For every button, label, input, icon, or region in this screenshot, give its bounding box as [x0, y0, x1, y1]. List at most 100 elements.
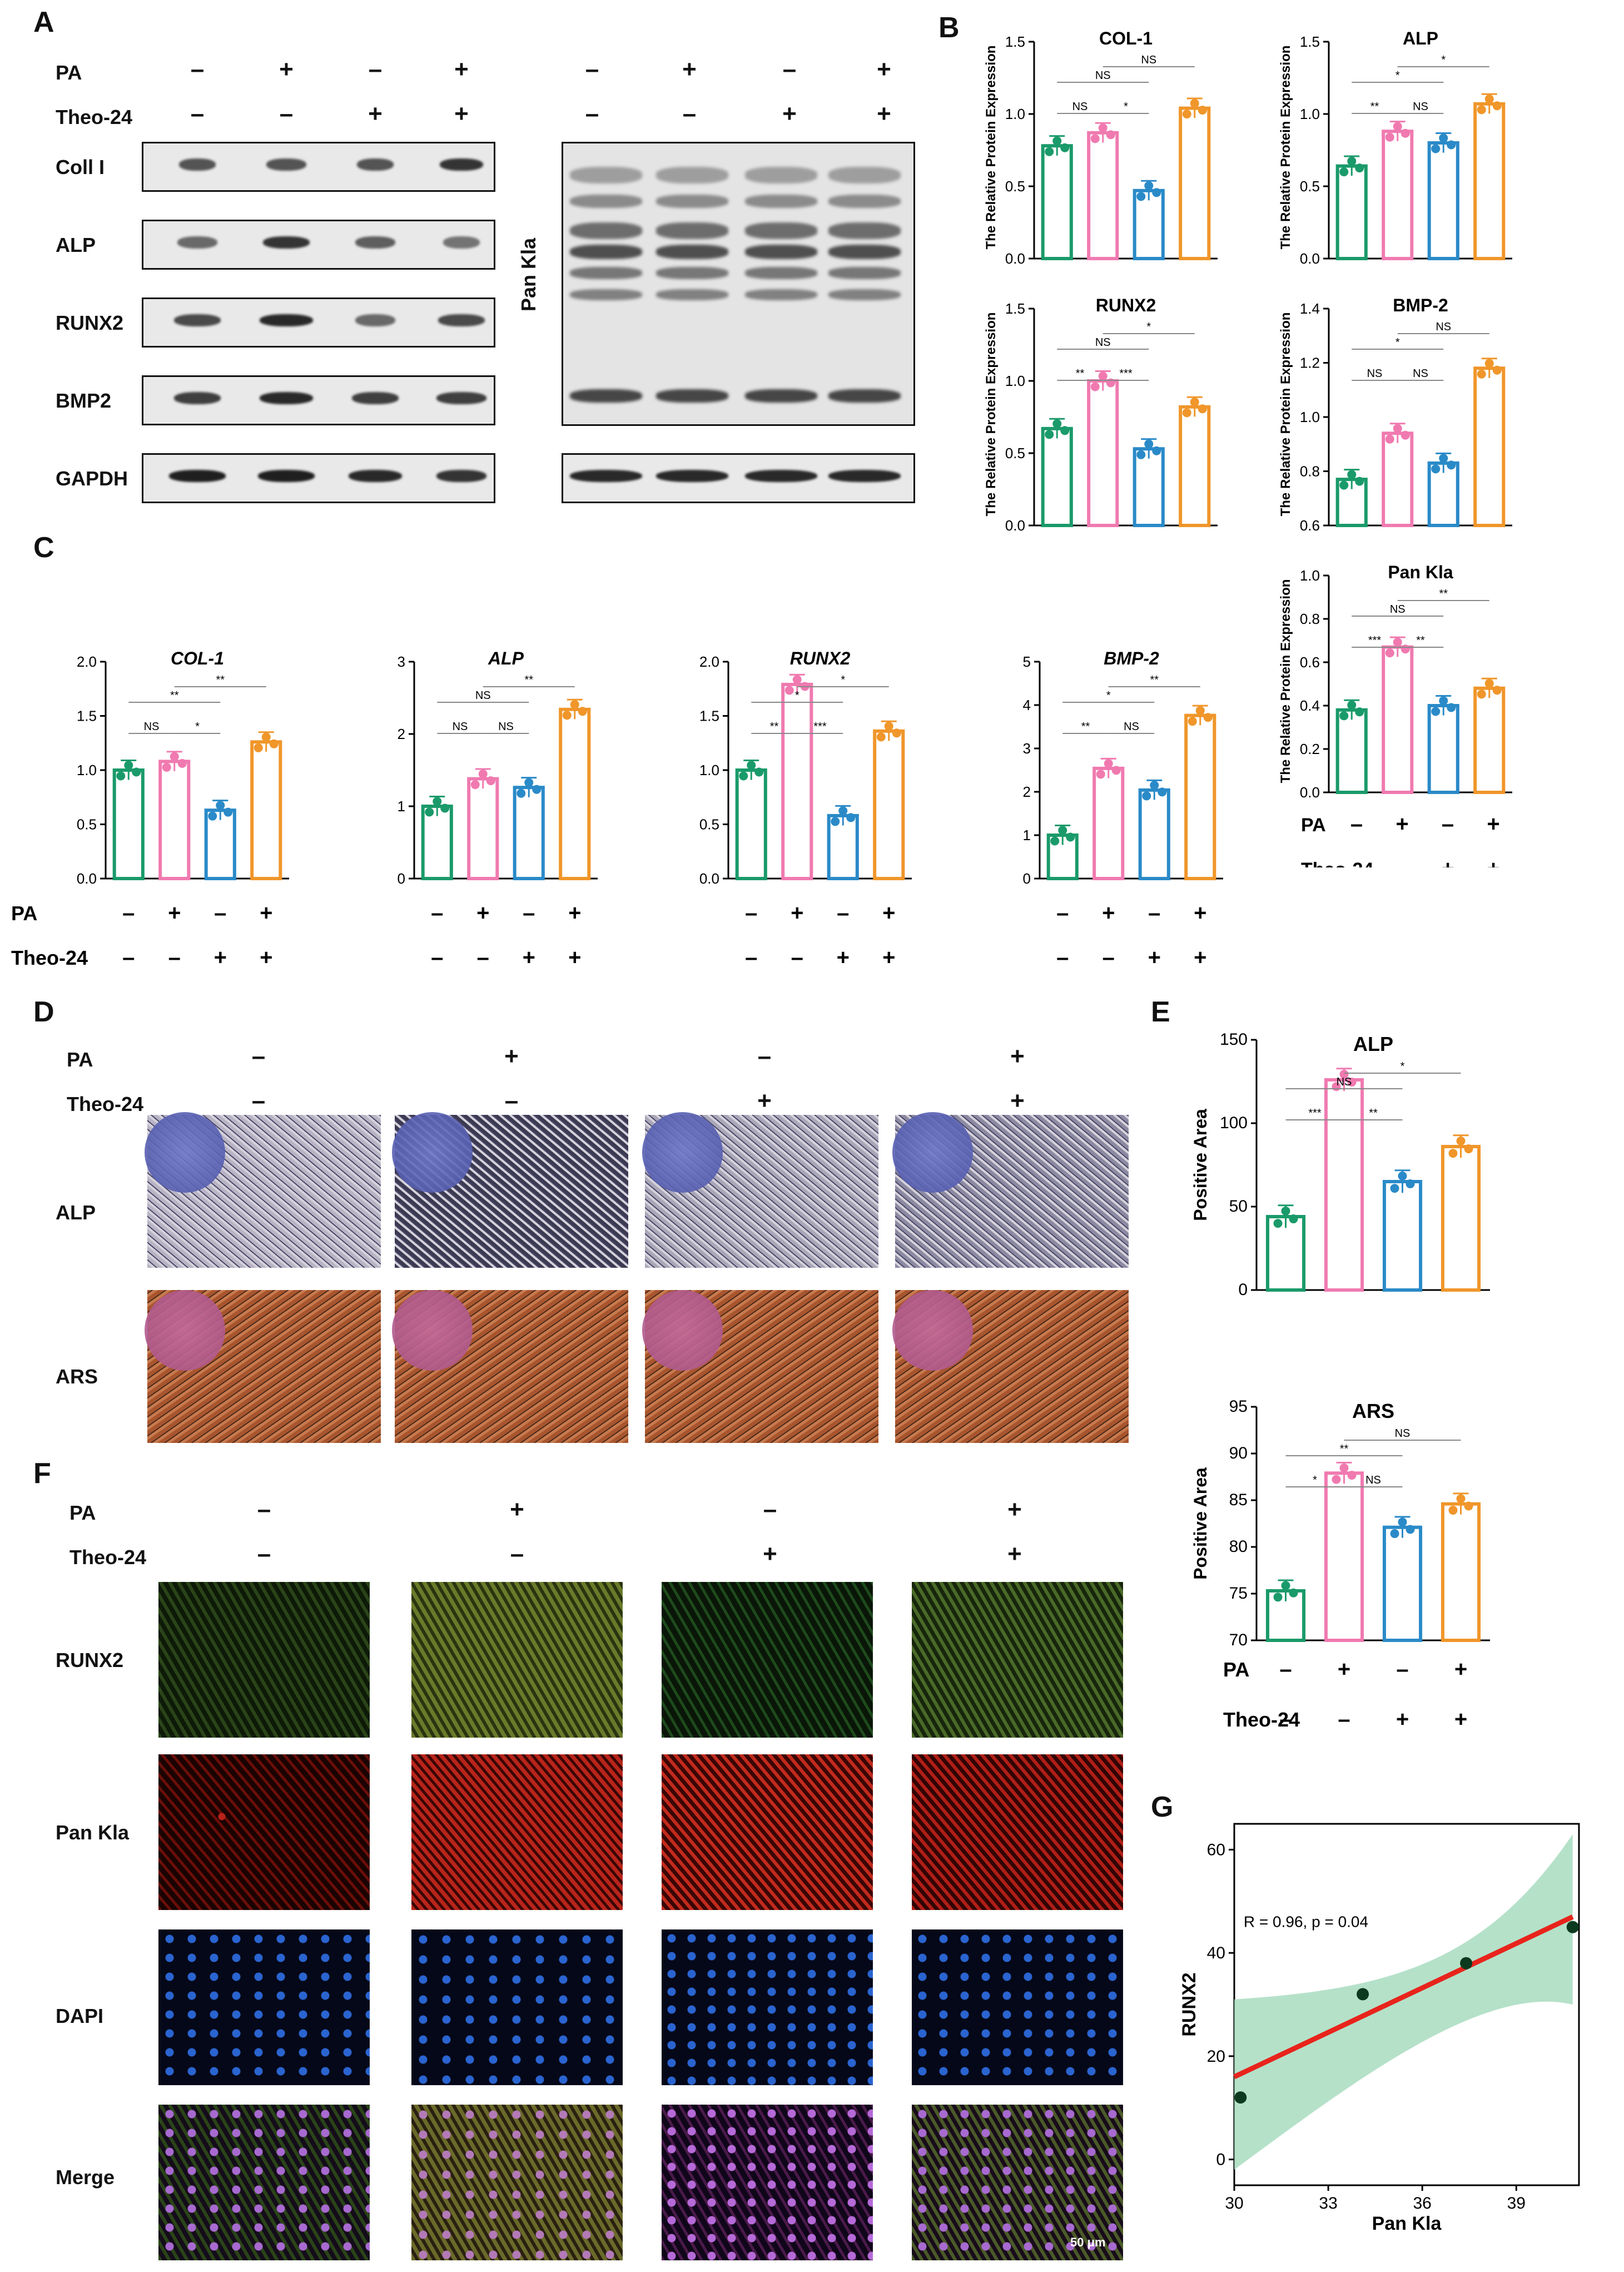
data-point — [1158, 787, 1167, 797]
y-tick-label: 0.0 — [699, 870, 719, 887]
bar — [1324, 1078, 1364, 1292]
panel-letter-b: B — [938, 12, 960, 44]
fluorescence-image — [662, 1582, 873, 1738]
data-point — [1448, 1149, 1458, 1158]
bar — [1473, 366, 1506, 527]
sig-label: * — [1395, 70, 1400, 82]
data-point — [846, 813, 856, 822]
c-pa-sign: + — [260, 901, 272, 925]
bar-chart: 0 1 2 3 ALP NS NS NS ** — [398, 648, 598, 887]
pa-sign: + — [504, 1043, 519, 1070]
blot-row-label-runx2: RUNX2 — [56, 311, 124, 334]
c-pa-sign: – — [1148, 901, 1160, 925]
sig-label: NS — [1395, 1427, 1411, 1440]
d-row-label-alp: ALP — [56, 1201, 96, 1224]
c-pa-sign: – — [122, 901, 135, 925]
blot-row-label-bmp2: BMP2 — [56, 389, 112, 412]
e-ylabel: Positive Area — [1190, 1109, 1210, 1221]
y-tick-label: 1.0 — [1005, 373, 1025, 389]
b-pa-sign: + — [1395, 812, 1408, 836]
c-theo-sign: – — [477, 945, 489, 970]
sig-label: * — [795, 689, 799, 702]
bar — [1382, 431, 1414, 527]
data-point — [1339, 1463, 1349, 1472]
data-point — [1090, 134, 1100, 143]
data-point — [1098, 371, 1108, 381]
data-point — [1390, 1184, 1399, 1193]
sig-label: * — [1395, 336, 1400, 349]
data-point — [1052, 419, 1062, 429]
sig-label: ** — [1370, 101, 1379, 113]
e-pa-sign: + — [1338, 1657, 1350, 1681]
bar — [1092, 766, 1125, 880]
data-point — [425, 807, 434, 817]
data-point — [1190, 98, 1199, 108]
bar-chart: 0.00.51.01.5 ALP***NS* — [1300, 28, 1512, 267]
y-tick-label: 1.5 — [699, 708, 719, 725]
confidence-band — [1234, 1834, 1573, 2170]
pa-sign: – — [782, 56, 797, 83]
f-row-label-pan-kla: Pan Kla — [56, 1821, 130, 1844]
y-tick-label: 50 — [1229, 1197, 1248, 1216]
b-pa-sign: – — [1350, 812, 1363, 836]
y-tick-label: 1.0 — [1300, 567, 1320, 584]
fluorescence-image — [158, 2105, 370, 2260]
y-tick-label: 2 — [1023, 783, 1031, 800]
sig-label: NS — [453, 721, 468, 733]
data-point — [1398, 1171, 1407, 1180]
y-tick-label: 0 — [1238, 1281, 1248, 1299]
sig-label: ** — [1369, 1107, 1378, 1119]
alp-inset-circle — [145, 1112, 225, 1193]
bar-chart: 0.0 0.5 1.0 1.5 COL-1 NS NS * NS — [1005, 28, 1218, 267]
pan-kla-band — [745, 245, 817, 259]
pan-kla-band — [656, 267, 728, 279]
ars-inset-circle — [145, 1290, 225, 1371]
data-point — [132, 767, 141, 777]
chart-title: BMP-2 — [1104, 648, 1159, 668]
sig-label: NS — [475, 689, 491, 702]
x-tick-label: 36 — [1413, 2194, 1431, 2213]
bar — [873, 729, 905, 880]
b-pa-sign: + — [1487, 812, 1499, 836]
data-point — [1464, 1501, 1473, 1511]
theo-sign: – — [190, 100, 205, 127]
bar — [1335, 164, 1368, 260]
bar — [1382, 1180, 1423, 1292]
bar — [1427, 704, 1459, 794]
y-tick-label: 80 — [1229, 1537, 1248, 1556]
data-point — [486, 776, 495, 786]
data-point — [1066, 832, 1075, 842]
pa-sign: – — [257, 1496, 271, 1523]
blot-band — [266, 158, 306, 171]
y-tick-label: 60 — [1207, 1841, 1225, 1859]
e-theo-sign: + — [1454, 1707, 1467, 1732]
data-point — [1060, 143, 1070, 152]
data-point — [1339, 711, 1349, 721]
pa-sign: – — [368, 56, 383, 83]
sig-label: NS — [1436, 321, 1451, 333]
y-tick-label: 0.5 — [1005, 178, 1025, 195]
data-point — [739, 771, 748, 781]
data-point — [1273, 1593, 1283, 1602]
y-tick-label: 0.4 — [1300, 697, 1320, 714]
c-pa-sign: + — [476, 901, 489, 925]
bar — [467, 777, 499, 880]
c-theo-sign: + — [1194, 945, 1206, 970]
data-point — [1439, 454, 1448, 463]
fluorescence-image — [912, 1929, 1123, 2085]
data-point — [1464, 1144, 1473, 1154]
data-point — [792, 675, 802, 684]
chart-title: COL-1 — [171, 648, 224, 668]
theo-sign: + — [1007, 1540, 1022, 1567]
data-point — [261, 732, 271, 742]
sig-label: ** — [1340, 1443, 1349, 1455]
blot-row-label-coll1: Coll I — [56, 156, 105, 178]
bar-chart: 0.00.51.01.52.0 RUNX2******* — [699, 648, 912, 887]
ars-inset-circle — [892, 1290, 973, 1371]
theo-sign: + — [877, 100, 891, 127]
e-pa-sign: – — [1279, 1657, 1292, 1681]
pan-kla-band — [570, 289, 642, 300]
chart-title: ALP — [488, 648, 524, 668]
sig-label: NS — [1367, 368, 1383, 380]
e-theo-sign: + — [1396, 1707, 1409, 1732]
